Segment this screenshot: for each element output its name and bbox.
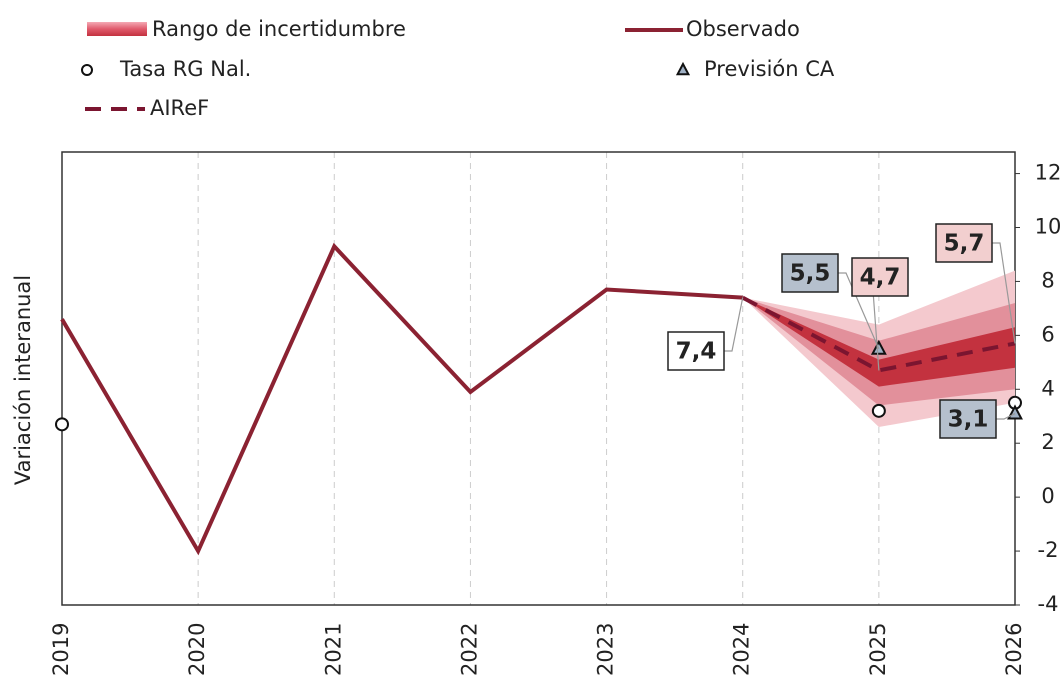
y2-tick-label: 12 <box>1035 161 1060 185</box>
ca-point <box>1007 404 1023 420</box>
label-box <box>667 331 725 371</box>
forecast-line <box>741 295 1016 373</box>
rg-point <box>55 417 69 432</box>
rg-point <box>871 403 886 418</box>
y2-tick-label: 4 <box>1041 376 1054 400</box>
data-label: 5,7 <box>944 231 985 257</box>
observed-line <box>60 242 743 556</box>
data-label: 4,7 <box>860 265 901 291</box>
legend-label: Previsión CA <box>704 57 835 81</box>
legend-swatch <box>675 61 691 76</box>
y2-tick-label: 0 <box>1041 484 1054 508</box>
x-tick-label: 2019 <box>49 623 73 676</box>
y-axis-label: Variación interanual <box>11 275 35 485</box>
y2-tick-label: 2 <box>1041 430 1054 454</box>
legend-label: Tasa RG Nal. <box>119 57 251 81</box>
x-tick-label: 2023 <box>594 623 618 676</box>
label-box <box>851 257 909 297</box>
x-tick-label: 2020 <box>185 623 209 676</box>
y2-tick-label: 8 <box>1041 268 1054 292</box>
label-leader <box>724 297 744 352</box>
data-label: 3,1 <box>948 407 989 433</box>
uncertainty-band <box>742 297 1015 387</box>
label-box <box>939 399 997 439</box>
label-box <box>935 223 993 263</box>
data-label: 5,5 <box>790 261 831 287</box>
x-tick-label: 2025 <box>866 623 890 676</box>
x-tick-label: 2026 <box>1002 623 1026 676</box>
x-tick-label: 2021 <box>321 623 345 676</box>
data-label: 7,4 <box>676 339 717 365</box>
legend-swatch <box>81 64 93 76</box>
label-leader <box>996 413 1016 420</box>
legend-label: Rango de incertidumbre <box>152 17 406 41</box>
legend-label: Observado <box>686 17 800 41</box>
y2-tick-label: -2 <box>1038 538 1059 562</box>
y2-tick-label: 6 <box>1041 322 1054 346</box>
label-box <box>781 253 839 293</box>
legend-swatch <box>87 22 147 36</box>
x-tick-label: 2024 <box>730 623 754 676</box>
y2-tick-label: 10 <box>1035 215 1060 239</box>
y2-tick-label: -4 <box>1038 592 1059 616</box>
label-leader <box>992 242 1016 344</box>
x-tick-label: 2022 <box>457 623 481 676</box>
legend-label: AIReF <box>150 96 209 120</box>
label-leader <box>838 272 880 350</box>
